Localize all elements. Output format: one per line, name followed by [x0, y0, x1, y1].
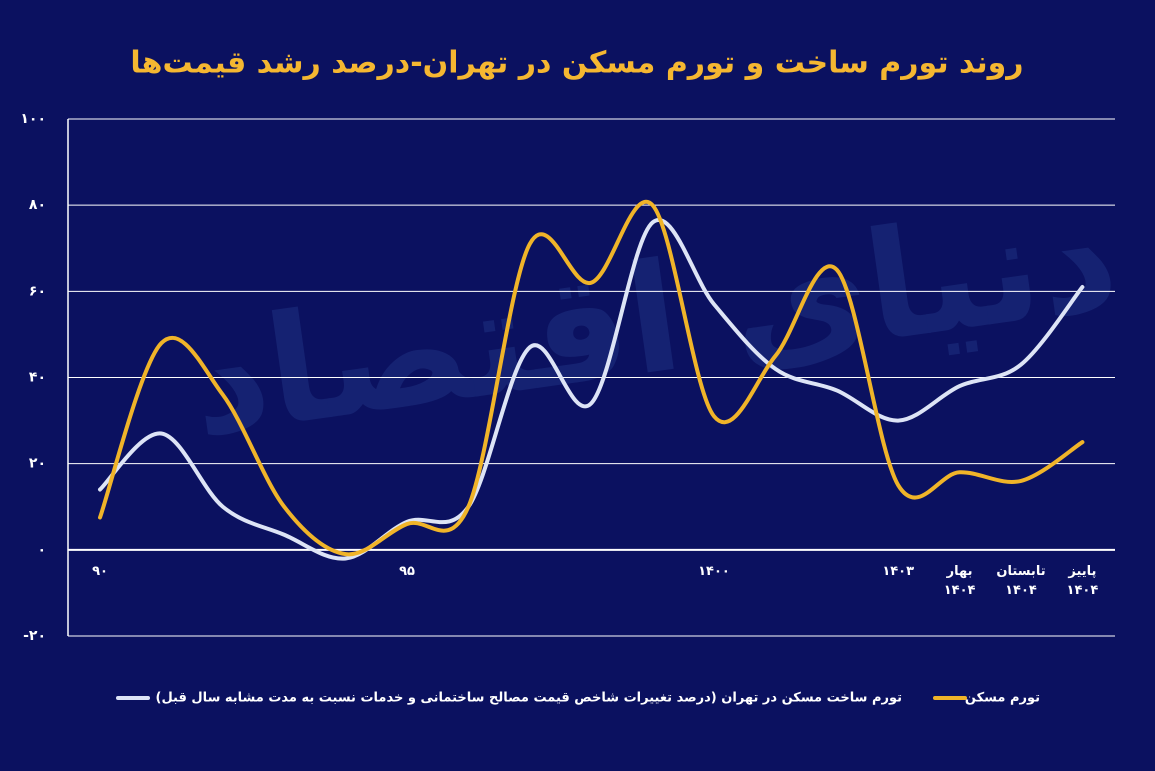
line [98, 218, 1085, 561]
legend-label: تورم مسکن [965, 691, 1040, 706]
y-tick-label: ۲۰ [29, 456, 46, 472]
y-tick-label: ۱۰۰ [20, 111, 46, 127]
x-tick-label: ۹۵ [399, 564, 415, 579]
x-tick-label: بهار ۱۴۰۴ [943, 564, 976, 598]
x-tick-label: ۱۴۰۰ [698, 564, 730, 579]
y-tick-label: ۸۰ [29, 197, 46, 213]
y-tick-label: ۴۰ [29, 370, 46, 386]
y-tick-label: ۶۰ [29, 283, 46, 299]
line [98, 199, 1085, 557]
legend-label: تورم ساخت مسکن در تهران (درصد تغییرات شا… [156, 691, 902, 706]
y-tick-label: -۲۰ [23, 628, 46, 644]
chart-title: روند تورم ساخت و تورم مسکن در تهران-درصد… [130, 46, 1023, 81]
y-tick-label: ۰ [37, 542, 46, 558]
x-tick-label: ۹۰ [92, 564, 108, 579]
x-tick-label: ۱۴۰۳ [882, 564, 915, 579]
watermark: دنیای اقتصاد [180, 169, 1128, 471]
x-tick-label: پاییز ۱۴۰۴ [1066, 564, 1099, 598]
x-tick-label: تابستان ۱۴۰۴ [996, 564, 1046, 598]
